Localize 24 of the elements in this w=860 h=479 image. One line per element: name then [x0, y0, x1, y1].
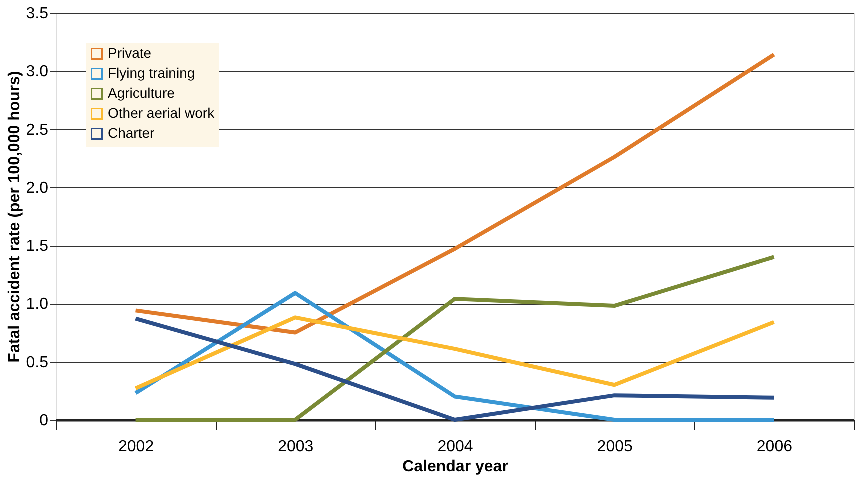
line-series [134, 255, 776, 422]
y-axis-title: Fatal accident rate (per 100,000 hours) [6, 71, 24, 363]
y-tick-label: 0.5 [26, 354, 49, 372]
x-tick-label: 2006 [756, 438, 793, 456]
legend-label: Flying training [108, 65, 196, 81]
legend-label: Charter [108, 125, 156, 141]
x-tick-label: 2003 [278, 438, 314, 456]
y-tick-label: 1.5 [26, 238, 49, 256]
legend-label: Other aerial work [108, 105, 216, 121]
y-tick-label: 2.0 [26, 180, 49, 197]
x-tick-label: 2002 [118, 438, 154, 456]
x-axis-title: Calendar year [402, 458, 508, 476]
y-tick-label: 0 [40, 412, 49, 430]
line-series [134, 291, 776, 422]
x-tick-label: 2005 [597, 438, 633, 456]
y-tick-label: 3.5 [26, 6, 49, 22]
y-tick-label: 2.5 [26, 122, 49, 139]
y-tick-label: 1.0 [26, 296, 49, 314]
y-tick-label: 3.0 [26, 64, 49, 81]
legend-label: Agriculture [108, 85, 176, 101]
line-series [134, 316, 776, 422]
legend-label: Private [108, 45, 152, 61]
line-series [134, 316, 776, 391]
x-tick-label: 2004 [438, 438, 474, 456]
